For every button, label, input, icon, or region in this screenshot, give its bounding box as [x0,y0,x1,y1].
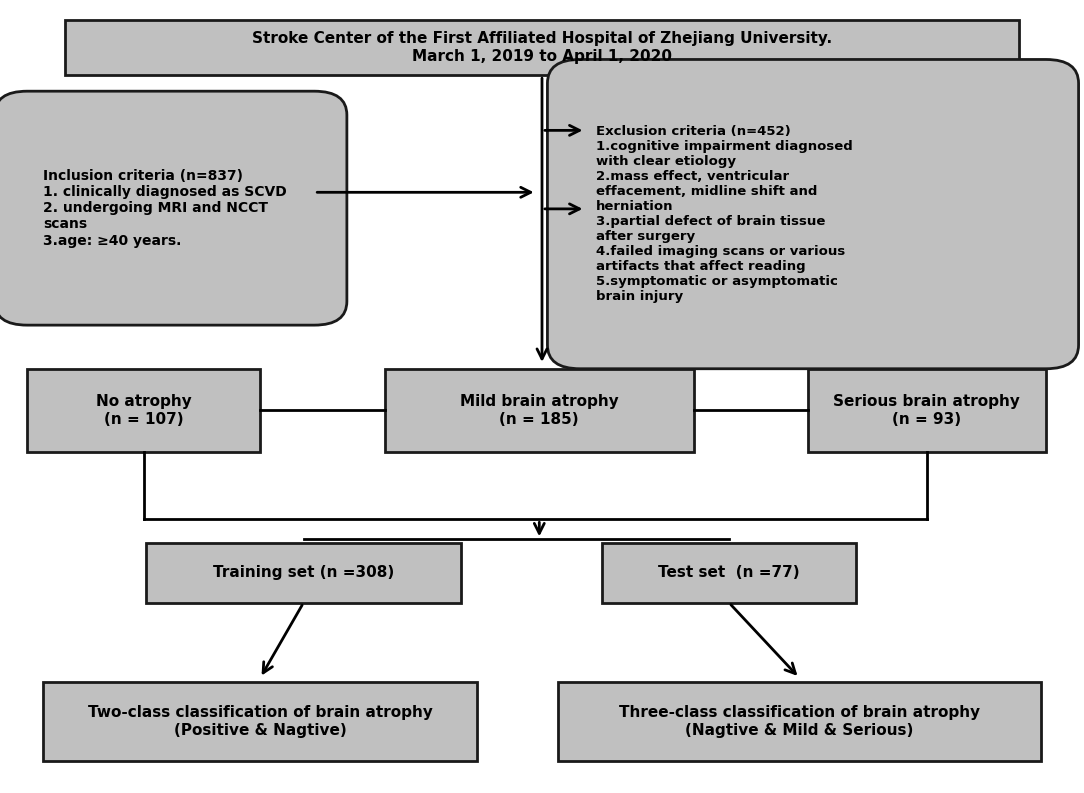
Text: No atrophy
(n = 107): No atrophy (n = 107) [95,394,192,427]
Text: Stroke Center of the First Affiliated Hospital of Zhejiang University.
March 1, : Stroke Center of the First Affiliated Ho… [251,32,833,63]
FancyBboxPatch shape [547,59,1079,369]
Text: Test set  (n =77): Test set (n =77) [658,565,800,580]
FancyBboxPatch shape [146,543,461,603]
FancyBboxPatch shape [385,369,694,452]
FancyBboxPatch shape [0,91,347,325]
FancyBboxPatch shape [602,543,856,603]
FancyBboxPatch shape [43,682,477,761]
FancyBboxPatch shape [808,369,1046,452]
FancyBboxPatch shape [558,682,1041,761]
Text: Three-class classification of brain atrophy
(Nagtive & Mild & Serious): Three-class classification of brain atro… [619,706,980,737]
Text: Two-class classification of brain atrophy
(Positive & Nagtive): Two-class classification of brain atroph… [88,706,433,737]
Text: Exclusion criteria (n=452)
1.cognitive impairment diagnosed
with clear etiology
: Exclusion criteria (n=452) 1.cognitive i… [596,125,853,303]
Text: Training set (n =308): Training set (n =308) [212,565,395,580]
FancyBboxPatch shape [27,369,260,452]
Text: Mild brain atrophy
(n = 185): Mild brain atrophy (n = 185) [460,394,619,427]
Text: Serious brain atrophy
(n = 93): Serious brain atrophy (n = 93) [834,394,1020,427]
FancyBboxPatch shape [65,20,1019,75]
Text: Inclusion criteria (n=837)
1. clinically diagnosed as SCVD
2. undergoing MRI and: Inclusion criteria (n=837) 1. clinically… [43,169,287,247]
